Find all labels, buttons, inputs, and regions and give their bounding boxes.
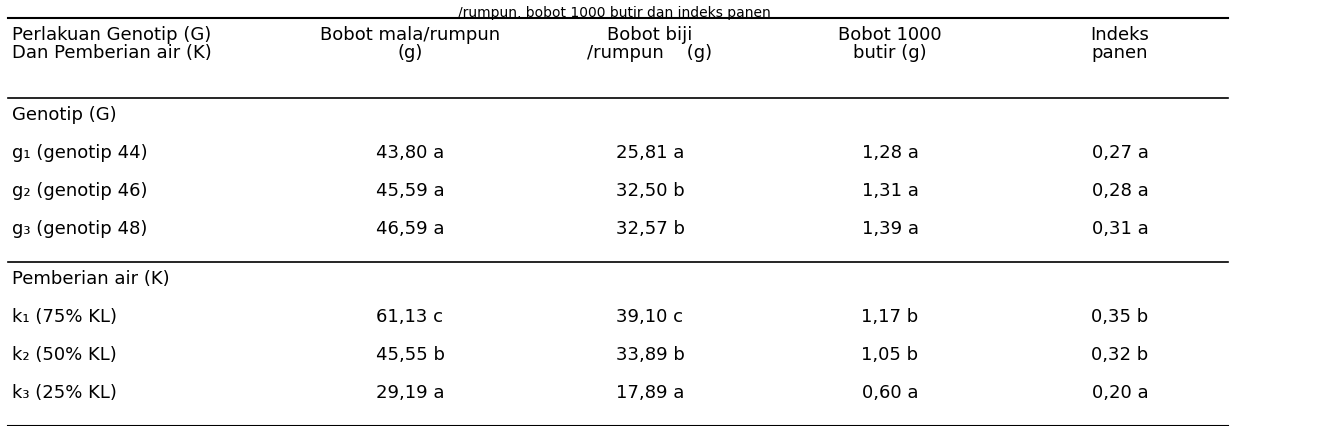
Text: 0,60 a: 0,60 a — [862, 384, 918, 402]
Text: 1,28 a: 1,28 a — [862, 144, 918, 162]
Text: 0,27 a: 0,27 a — [1092, 144, 1148, 162]
Text: k₂ (50% KL): k₂ (50% KL) — [12, 346, 117, 364]
Text: Bobot mala/rumpun: Bobot mala/rumpun — [320, 26, 500, 44]
Text: Bobot biji: Bobot biji — [607, 26, 693, 44]
Text: 61,13 c: 61,13 c — [377, 308, 444, 326]
Text: 43,80 a: 43,80 a — [377, 144, 444, 162]
Text: Pemberian air (K): Pemberian air (K) — [12, 270, 170, 288]
Text: /rumpun, bobot 1000 butir dan indeks panen: /rumpun, bobot 1000 butir dan indeks pan… — [458, 6, 770, 20]
Text: g₂ (genotip 46): g₂ (genotip 46) — [12, 182, 147, 200]
Text: butir (g): butir (g) — [854, 44, 927, 62]
Text: 45,59 a: 45,59 a — [375, 182, 445, 200]
Text: 25,81 a: 25,81 a — [616, 144, 685, 162]
Text: 32,57 b: 32,57 b — [615, 220, 685, 238]
Text: 1,17 b: 1,17 b — [862, 308, 919, 326]
Text: 0,32 b: 0,32 b — [1091, 346, 1148, 364]
Text: 1,39 a: 1,39 a — [862, 220, 918, 238]
Text: 32,50 b: 32,50 b — [615, 182, 685, 200]
Text: k₁ (75% KL): k₁ (75% KL) — [12, 308, 117, 326]
Text: Genotip (G): Genotip (G) — [12, 106, 117, 124]
Text: 0,28 a: 0,28 a — [1092, 182, 1148, 200]
Text: 33,89 b: 33,89 b — [615, 346, 685, 364]
Text: 0,35 b: 0,35 b — [1091, 308, 1148, 326]
Text: k₃ (25% KL): k₃ (25% KL) — [12, 384, 117, 402]
Text: (g): (g) — [398, 44, 422, 62]
Text: 0,20 a: 0,20 a — [1092, 384, 1148, 402]
Text: Bobot 1000: Bobot 1000 — [839, 26, 942, 44]
Text: 29,19 a: 29,19 a — [375, 384, 445, 402]
Text: 1,05 b: 1,05 b — [862, 346, 918, 364]
Text: /rumpun    (g): /rumpun (g) — [587, 44, 713, 62]
Text: panen: panen — [1092, 44, 1148, 62]
Text: g₁ (genotip 44): g₁ (genotip 44) — [12, 144, 147, 162]
Text: 17,89 a: 17,89 a — [616, 384, 685, 402]
Text: 45,55 b: 45,55 b — [375, 346, 445, 364]
Text: 0,31 a: 0,31 a — [1092, 220, 1148, 238]
Text: 46,59 a: 46,59 a — [375, 220, 445, 238]
Text: g₃ (genotip 48): g₃ (genotip 48) — [12, 220, 147, 238]
Text: Perlakuan Genotip (G): Perlakuan Genotip (G) — [12, 26, 212, 44]
Text: 39,10 c: 39,10 c — [616, 308, 683, 326]
Text: Indeks: Indeks — [1091, 26, 1150, 44]
Text: Dan Pemberian air (K): Dan Pemberian air (K) — [12, 44, 212, 62]
Text: 1,31 a: 1,31 a — [862, 182, 918, 200]
